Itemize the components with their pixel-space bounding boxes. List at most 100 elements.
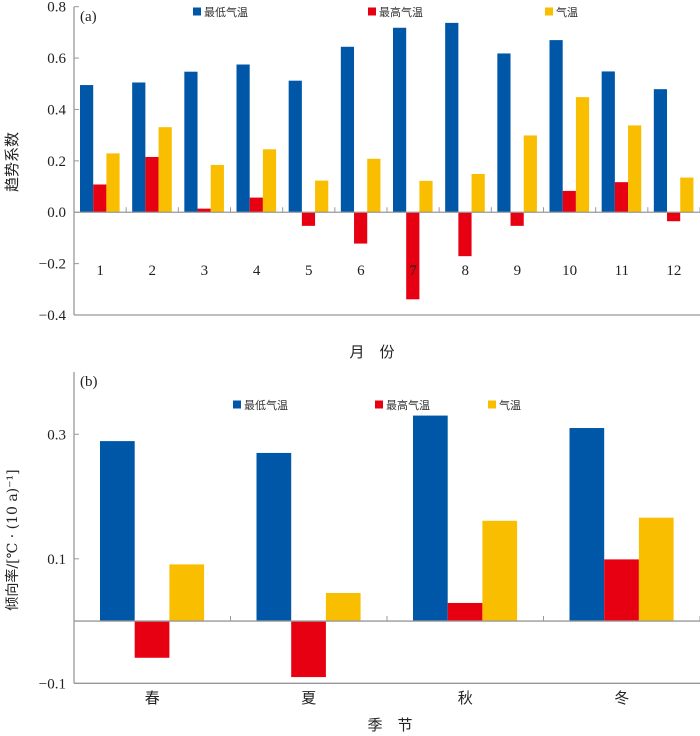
bar-min-temp-4 — [569, 428, 605, 622]
y-tick-label: 0.0 — [47, 205, 66, 221]
x-tick-label: 2 — [149, 263, 157, 279]
bar-min-temp-10 — [549, 40, 563, 213]
panel-b-axes: −0.1 0.1 0.3 春 夏 秋 冬 — [39, 372, 700, 707]
panel-a-x-axis-title: 月 份 — [349, 343, 394, 361]
panel-a-label: (a) — [80, 9, 97, 25]
bar-min-temp-1 — [100, 441, 135, 622]
bar-max-temp-4 — [604, 559, 639, 622]
bar-max-temp-4 — [249, 197, 263, 213]
panel-a-trend-coefficient-chart: −0.4−0.20.00.20.40.60.81 2 3 4 5 6 7 8 9 10 11 12 最… — [3, 0, 700, 361]
y-tick-label: −0.2 — [39, 257, 66, 273]
panel-b-tendency-rate-chart: −0.1 0.1 0.3 春 夏 秋 冬 最低气温 最高气温 气温 (b) 季 节 倾向率/[℃… — [4, 372, 700, 734]
legend-label-min-temp: 最低气温 — [204, 5, 248, 19]
panel-b-x-axis-title: 季 节 — [367, 716, 412, 734]
bar-max-temp-10 — [562, 190, 576, 213]
bar-max-temp-1 — [134, 621, 170, 658]
bar-temp-10 — [575, 97, 590, 213]
panel-b-bars — [100, 415, 674, 678]
bar-min-temp-6 — [340, 46, 355, 213]
x-tick-label: 12 — [666, 263, 681, 279]
panel-a-bars — [80, 22, 694, 300]
x-tick-label: 春 — [145, 690, 160, 707]
bar-max-temp-5 — [301, 212, 316, 226]
panel-b-legend: 最低气温 最高气温 气温 — [233, 398, 521, 412]
bar-max-temp-9 — [510, 212, 524, 226]
bar-temp-1 — [106, 153, 120, 213]
y-tick-label: −0.1 — [39, 676, 66, 692]
bar-temp-6 — [367, 158, 381, 213]
legend-swatch-min-temp — [193, 7, 201, 16]
x-tick-label: 11 — [615, 263, 629, 279]
bar-min-temp-11 — [601, 71, 615, 213]
y-tick-label: 0.2 — [47, 154, 66, 170]
bar-temp-4 — [638, 517, 674, 622]
x-tick-label: 秋 — [458, 690, 473, 707]
panel-b-label: (b) — [80, 374, 98, 390]
y-tick-label: 0.6 — [47, 51, 66, 67]
bar-min-temp-1 — [80, 85, 94, 213]
x-tick-label: 7 — [409, 263, 417, 279]
bar-min-temp-2 — [132, 82, 146, 213]
x-tick-label: 1 — [96, 263, 104, 279]
bar-min-temp-3 — [184, 71, 198, 213]
legend-label-max-temp: 最高气温 — [379, 5, 423, 19]
bar-max-temp-7 — [406, 212, 420, 300]
bar-min-temp-8 — [445, 22, 459, 213]
bar-temp-7 — [419, 180, 433, 213]
bar-max-temp-1 — [93, 184, 107, 213]
legend-swatch-temp — [488, 400, 496, 409]
bar-temp-2 — [325, 593, 361, 622]
panel-a-legend: 最低气温 最高气温 气温 — [193, 5, 578, 19]
y-tick-label: −0.4 — [39, 308, 67, 324]
bar-min-temp-12 — [653, 89, 668, 213]
x-tick-label: 夏 — [301, 691, 316, 707]
x-tick-label: 10 — [562, 263, 577, 279]
x-tick-label: 冬 — [614, 690, 629, 707]
legend-swatch-max-temp — [368, 7, 376, 16]
y-tick-label: 0.8 — [47, 0, 66, 16]
bar-max-temp-6 — [354, 212, 368, 244]
legend-swatch-min-temp — [233, 400, 241, 409]
bar-min-temp-9 — [497, 53, 511, 213]
bar-min-temp-3 — [413, 415, 448, 622]
y-tick-label: 0.3 — [47, 427, 66, 443]
bar-temp-8 — [471, 173, 485, 213]
legend-label-max-temp: 最高气温 — [386, 398, 430, 412]
y-tick-label: 0.4 — [47, 102, 66, 118]
x-tick-label: 5 — [305, 263, 313, 279]
bar-temp-4 — [262, 149, 277, 213]
bar-max-temp-11 — [614, 182, 629, 213]
x-tick-label: 4 — [253, 263, 261, 279]
x-tick-label: 8 — [462, 263, 470, 279]
bar-temp-2 — [158, 127, 172, 213]
legend-swatch-max-temp — [375, 400, 383, 409]
bar-max-temp-2 — [145, 157, 159, 213]
bar-max-temp-3 — [197, 208, 211, 213]
bar-max-temp-8 — [458, 212, 472, 257]
x-tick-label: 9 — [514, 263, 522, 279]
panel-b-y-axis-title: 倾向率/[℃ · (10 a)⁻¹] — [4, 469, 21, 610]
y-tick-label: 0.1 — [47, 552, 66, 568]
bar-temp-5 — [315, 180, 329, 213]
legend-swatch-temp — [545, 7, 553, 16]
bar-min-temp-7 — [393, 27, 407, 213]
bar-temp-11 — [628, 125, 642, 213]
bar-max-temp-3 — [447, 602, 483, 622]
bar-temp-12 — [680, 177, 694, 213]
bar-max-temp-12 — [667, 212, 681, 222]
bar-temp-9 — [523, 135, 537, 213]
legend-label-temp: 气温 — [556, 5, 578, 19]
panel-a-axes: −0.4−0.20.00.20.40.60.81 2 3 4 5 6 7 8 9 10 11 12 — [39, 0, 700, 324]
bar-temp-3 — [210, 164, 224, 213]
legend-label-min-temp: 最低气温 — [244, 398, 288, 412]
bar-min-temp-2 — [256, 452, 292, 622]
legend-label-temp: 气温 — [499, 398, 521, 412]
panel-a-y-axis-title: 趋势系数 — [3, 132, 21, 192]
bar-min-temp-5 — [288, 80, 302, 213]
bar-temp-1 — [169, 564, 205, 622]
bar-min-temp-4 — [236, 64, 250, 213]
bar-max-temp-2 — [291, 621, 326, 678]
x-tick-label: 3 — [201, 263, 209, 279]
x-tick-label: 6 — [357, 263, 365, 279]
